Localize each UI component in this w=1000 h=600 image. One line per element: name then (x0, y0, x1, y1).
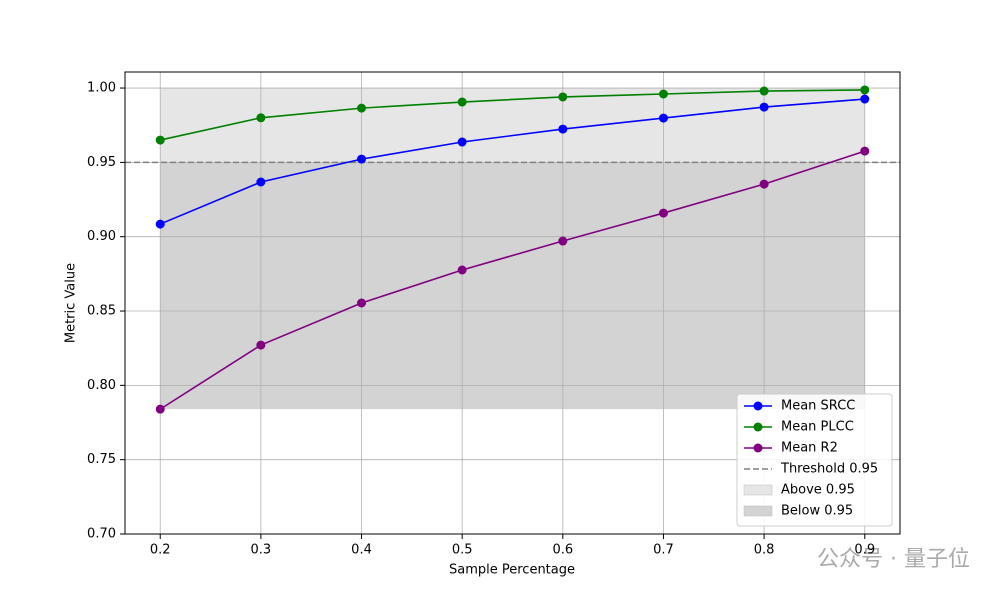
point (759, 102, 769, 112)
point (558, 124, 568, 134)
x-tick-label: 0.3 (251, 543, 272, 558)
legend-label: Below 0.95 (781, 504, 853, 519)
point (658, 208, 668, 218)
y-tick-label: 0.90 (87, 229, 116, 244)
point (357, 103, 367, 113)
legend-label: Above 0.95 (781, 483, 855, 498)
band (160, 162, 865, 410)
point (155, 135, 165, 145)
point (457, 137, 467, 147)
x-tick-label: 0.2 (150, 543, 171, 558)
y-tick-label: 0.85 (87, 304, 116, 319)
point (256, 177, 266, 187)
x-tick-label: 0.9 (854, 543, 875, 558)
y-tick-label: 1.00 (87, 81, 116, 96)
band (160, 88, 865, 163)
legend-label: Threshold 0.95 (780, 462, 878, 477)
point (256, 340, 266, 350)
point (155, 219, 165, 229)
legend-label: Mean PLCC (781, 420, 854, 435)
x-tick-label: 0.5 (452, 543, 473, 558)
y-tick-label: 0.95 (87, 155, 116, 170)
point (558, 236, 568, 246)
watermark: 公众号 · 量子位 (817, 547, 970, 572)
point (558, 92, 568, 102)
point (357, 298, 367, 308)
legend-label: Mean SRCC (781, 399, 855, 414)
y-tick-label: 0.70 (87, 527, 116, 542)
line (159, 98, 865, 225)
x-tick-label: 0.7 (653, 543, 674, 558)
point (658, 89, 668, 99)
point (457, 265, 467, 275)
x-tick-label: 0.4 (351, 543, 372, 558)
legend-label: Mean R2 (781, 441, 838, 456)
legend-marker (753, 401, 763, 411)
x-axis-label: Sample Percentage (449, 563, 575, 578)
point (658, 113, 668, 123)
point (860, 146, 870, 156)
legend-patch (743, 484, 773, 496)
point (759, 86, 769, 96)
legend-marker (753, 422, 763, 432)
point (155, 404, 165, 414)
point (256, 113, 266, 123)
point (759, 179, 769, 189)
point (860, 94, 870, 104)
line (160, 89, 865, 141)
x-tick-label: 0.8 (754, 543, 775, 558)
y-tick-label: 0.75 (87, 452, 116, 467)
point (457, 97, 467, 107)
point (860, 85, 870, 95)
line (159, 150, 866, 410)
legend-patch (743, 505, 773, 517)
legend-marker (753, 443, 763, 453)
plot-frame (124, 71, 901, 535)
x-tick-label: 0.6 (552, 543, 573, 558)
point (357, 154, 367, 164)
y-tick-label: 0.80 (87, 378, 116, 393)
legend-box (736, 393, 893, 527)
y-axis-label: Metric Value (64, 263, 79, 343)
